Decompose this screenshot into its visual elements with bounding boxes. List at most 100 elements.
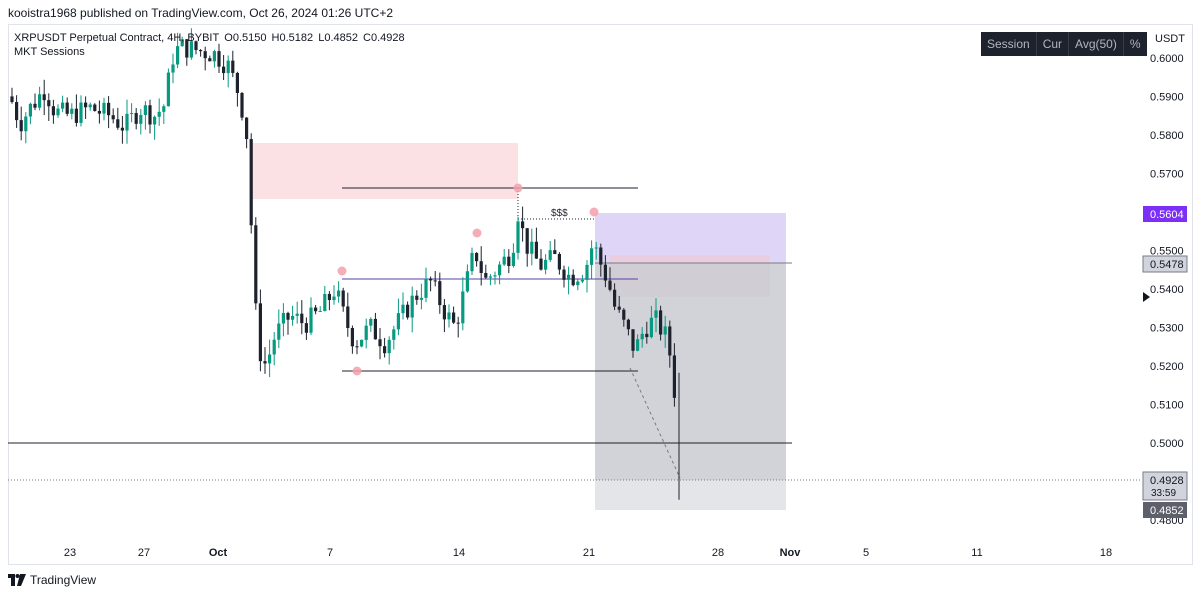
candle-body — [10, 96, 14, 103]
supply-zone — [252, 143, 518, 199]
candle-body — [240, 92, 244, 118]
candle-body — [143, 105, 147, 115]
chart-frame — [8, 24, 1193, 565]
candle-body — [406, 304, 410, 318]
candle-body — [530, 241, 534, 254]
price-tag-line: 0.5478 — [1150, 259, 1184, 271]
swing-marker[interactable] — [337, 266, 347, 276]
candle-body — [369, 318, 373, 326]
time-tick-label: 27 — [138, 547, 150, 559]
time-tick-label: Nov — [780, 547, 802, 559]
candle-body — [56, 108, 60, 116]
swing-marker[interactable] — [589, 207, 599, 217]
candle-body — [24, 116, 28, 132]
candle-body — [617, 306, 621, 310]
candle-body — [631, 329, 635, 351]
candle-body — [465, 271, 469, 292]
candle-body — [429, 278, 433, 281]
avg-button[interactable]: Avg(50) — [1068, 32, 1123, 56]
time-axis[interactable]: 23 27 Oct 7 14 21 28 Nov 5 11 18 — [64, 547, 1112, 559]
candle-body — [70, 108, 74, 114]
price-tick-label: 0.5400 — [1150, 284, 1184, 296]
candle-body — [97, 110, 101, 114]
candle-body — [544, 259, 548, 270]
candle-body — [254, 225, 258, 304]
symbol-line: XRPUSDT Perpetual Contract, 4H, BYBIT O0… — [14, 31, 407, 45]
swing-marker[interactable] — [352, 366, 362, 376]
candle-body — [309, 307, 313, 333]
candle-body — [189, 41, 193, 58]
swing-marker[interactable] — [472, 228, 482, 238]
candle-body — [378, 339, 382, 347]
candle-body — [318, 310, 322, 312]
candle-body — [392, 329, 396, 340]
candle-body — [401, 304, 405, 314]
candle-body — [235, 72, 239, 93]
price-tick-label: 0.5300 — [1150, 322, 1184, 334]
bar-countdown: 33:59 — [1151, 488, 1176, 499]
candle-body — [314, 307, 318, 312]
candle-body — [488, 276, 492, 278]
swing-marker[interactable] — [513, 183, 523, 193]
price-tick-label: 0.5900 — [1150, 91, 1184, 103]
price-tick-label: 0.5700 — [1150, 168, 1184, 180]
candle-body — [360, 339, 364, 347]
candle-body — [396, 313, 400, 330]
low-value: L0.4852 — [318, 32, 358, 44]
candle-body — [134, 113, 138, 124]
candle-body — [640, 333, 644, 340]
candle-body — [272, 339, 276, 355]
candle-body — [479, 261, 483, 273]
candle-body — [84, 102, 88, 108]
candle-body — [341, 290, 345, 307]
candle-body — [304, 323, 308, 333]
candle-body — [327, 293, 331, 301]
candle-body — [511, 252, 515, 267]
candle-body — [295, 313, 299, 316]
candle-body — [111, 115, 115, 120]
candle-body — [663, 326, 667, 335]
time-tick-label: 7 — [327, 547, 333, 559]
candle-body — [153, 116, 157, 125]
target-zone — [595, 213, 786, 263]
percent-button[interactable]: % — [1122, 32, 1147, 56]
time-tick-label: 28 — [712, 547, 724, 559]
candle-body — [626, 319, 630, 330]
candle-body — [185, 39, 189, 58]
candle-body — [452, 312, 456, 323]
candle-body — [521, 221, 525, 229]
candle-body — [33, 103, 37, 108]
candle-body — [590, 248, 594, 265]
candle-body — [217, 51, 221, 67]
session-button[interactable]: Session — [987, 37, 1030, 51]
price-tag-highlight-bg — [1143, 206, 1187, 222]
candle-body — [447, 312, 451, 320]
tradingview-brand[interactable]: TradingView — [8, 573, 96, 587]
candle-body — [373, 318, 377, 340]
session-toolbar: Session Cur Avg(50) % — [981, 32, 1147, 56]
candle-body — [507, 256, 511, 267]
candle-body — [166, 72, 170, 107]
candle-body — [107, 102, 111, 116]
candle-body — [79, 102, 83, 123]
price-axis[interactable]: 0.48000.49000.50000.51000.52000.53000.54… — [1150, 53, 1184, 527]
candle-body — [226, 60, 230, 74]
candle-body — [19, 120, 23, 132]
candle-body — [580, 279, 584, 282]
symbol-info[interactable]: XRPUSDT Perpetual Contract, 4H, BYBIT — [14, 32, 220, 44]
candle-body — [222, 66, 226, 74]
indicator-name[interactable]: MKT Sessions — [14, 46, 85, 58]
candle-body — [461, 291, 465, 324]
candle-body — [93, 104, 97, 111]
candle-body — [608, 280, 612, 290]
candle-body — [659, 310, 663, 335]
candle-body — [613, 289, 617, 307]
candle-body — [245, 117, 249, 140]
cur-button[interactable]: Cur — [1035, 32, 1068, 56]
chart-legend: XRPUSDT Perpetual Contract, 4H, BYBIT O0… — [14, 31, 407, 59]
candle-body — [300, 313, 304, 324]
close-value: C0.4928 — [363, 32, 405, 44]
candle-body — [208, 58, 212, 62]
candle-body — [15, 102, 19, 121]
